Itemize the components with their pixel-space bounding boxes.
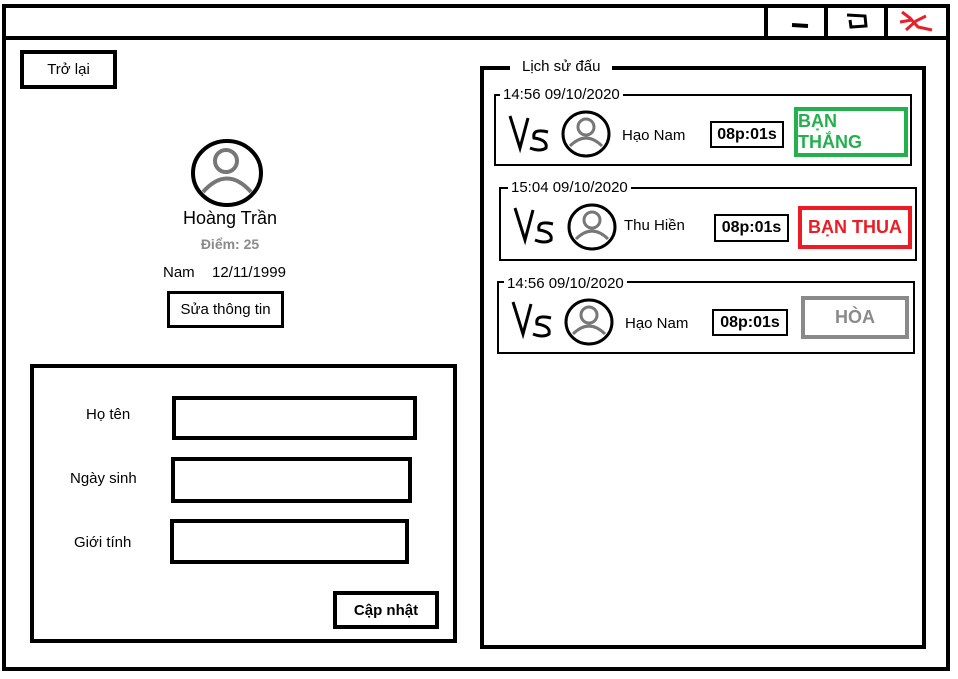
opponent-avatar-icon xyxy=(561,110,611,158)
match-time: 14:56 09/10/2020 xyxy=(500,86,623,103)
match-time: 14:56 09/10/2020 xyxy=(504,275,627,292)
profile-gender: Nam xyxy=(163,264,195,281)
user-avatar-icon xyxy=(191,139,263,207)
match-history-panel xyxy=(480,66,926,649)
match-duration: 08p:01s xyxy=(714,214,789,242)
vs-icon xyxy=(511,301,552,340)
match-item[interactable] xyxy=(499,187,917,261)
dob-label: Ngày sinh xyxy=(70,470,137,487)
result-badge-loss: BẠN THUA xyxy=(798,206,912,249)
fullname-input[interactable] xyxy=(172,396,417,440)
vs-icon xyxy=(513,207,554,246)
opponent-avatar-icon xyxy=(564,298,614,346)
vs-icon xyxy=(508,115,549,154)
opponent-name: Hạo Nam xyxy=(622,127,686,144)
profile-name: Hoàng Trần xyxy=(182,208,278,228)
maximize-icon xyxy=(846,13,868,29)
opponent-avatar-icon xyxy=(567,203,617,251)
edit-profile-button[interactable]: Sửa thông tin xyxy=(167,291,284,328)
gender-input[interactable] xyxy=(170,519,409,564)
fullname-label: Họ tên xyxy=(86,406,131,423)
opponent-name: Hạo Nam xyxy=(625,315,689,332)
match-duration: 08p:01s xyxy=(712,309,788,336)
match-duration: 08p:01s xyxy=(710,121,784,148)
match-history-title: Lịch sử đấu xyxy=(510,58,613,75)
close-icon xyxy=(899,10,933,32)
minimize-icon xyxy=(791,23,809,28)
maximize-button[interactable] xyxy=(824,8,884,36)
profile-dob: 12/11/1999 xyxy=(212,264,286,281)
minimize-button[interactable] xyxy=(764,8,824,36)
titlebar-divider xyxy=(6,36,946,40)
match-time: 15:04 09/10/2020 xyxy=(508,179,631,196)
result-badge-draw: HÒA xyxy=(801,296,909,339)
dob-input[interactable] xyxy=(171,457,412,503)
profile-score: Điểm: 25 xyxy=(200,236,260,252)
match-item[interactable] xyxy=(494,94,912,166)
back-button[interactable]: Trở lại xyxy=(20,50,117,89)
edit-form-panel xyxy=(30,364,457,643)
opponent-name: Thu Hiền xyxy=(624,217,685,234)
gender-label: Giới tính xyxy=(74,534,132,551)
result-badge-win: BẠN THẮNG xyxy=(794,107,908,157)
update-button[interactable]: Cập nhật xyxy=(333,591,439,629)
match-item[interactable] xyxy=(497,281,915,354)
app-window xyxy=(2,4,950,671)
close-button[interactable] xyxy=(884,8,950,36)
